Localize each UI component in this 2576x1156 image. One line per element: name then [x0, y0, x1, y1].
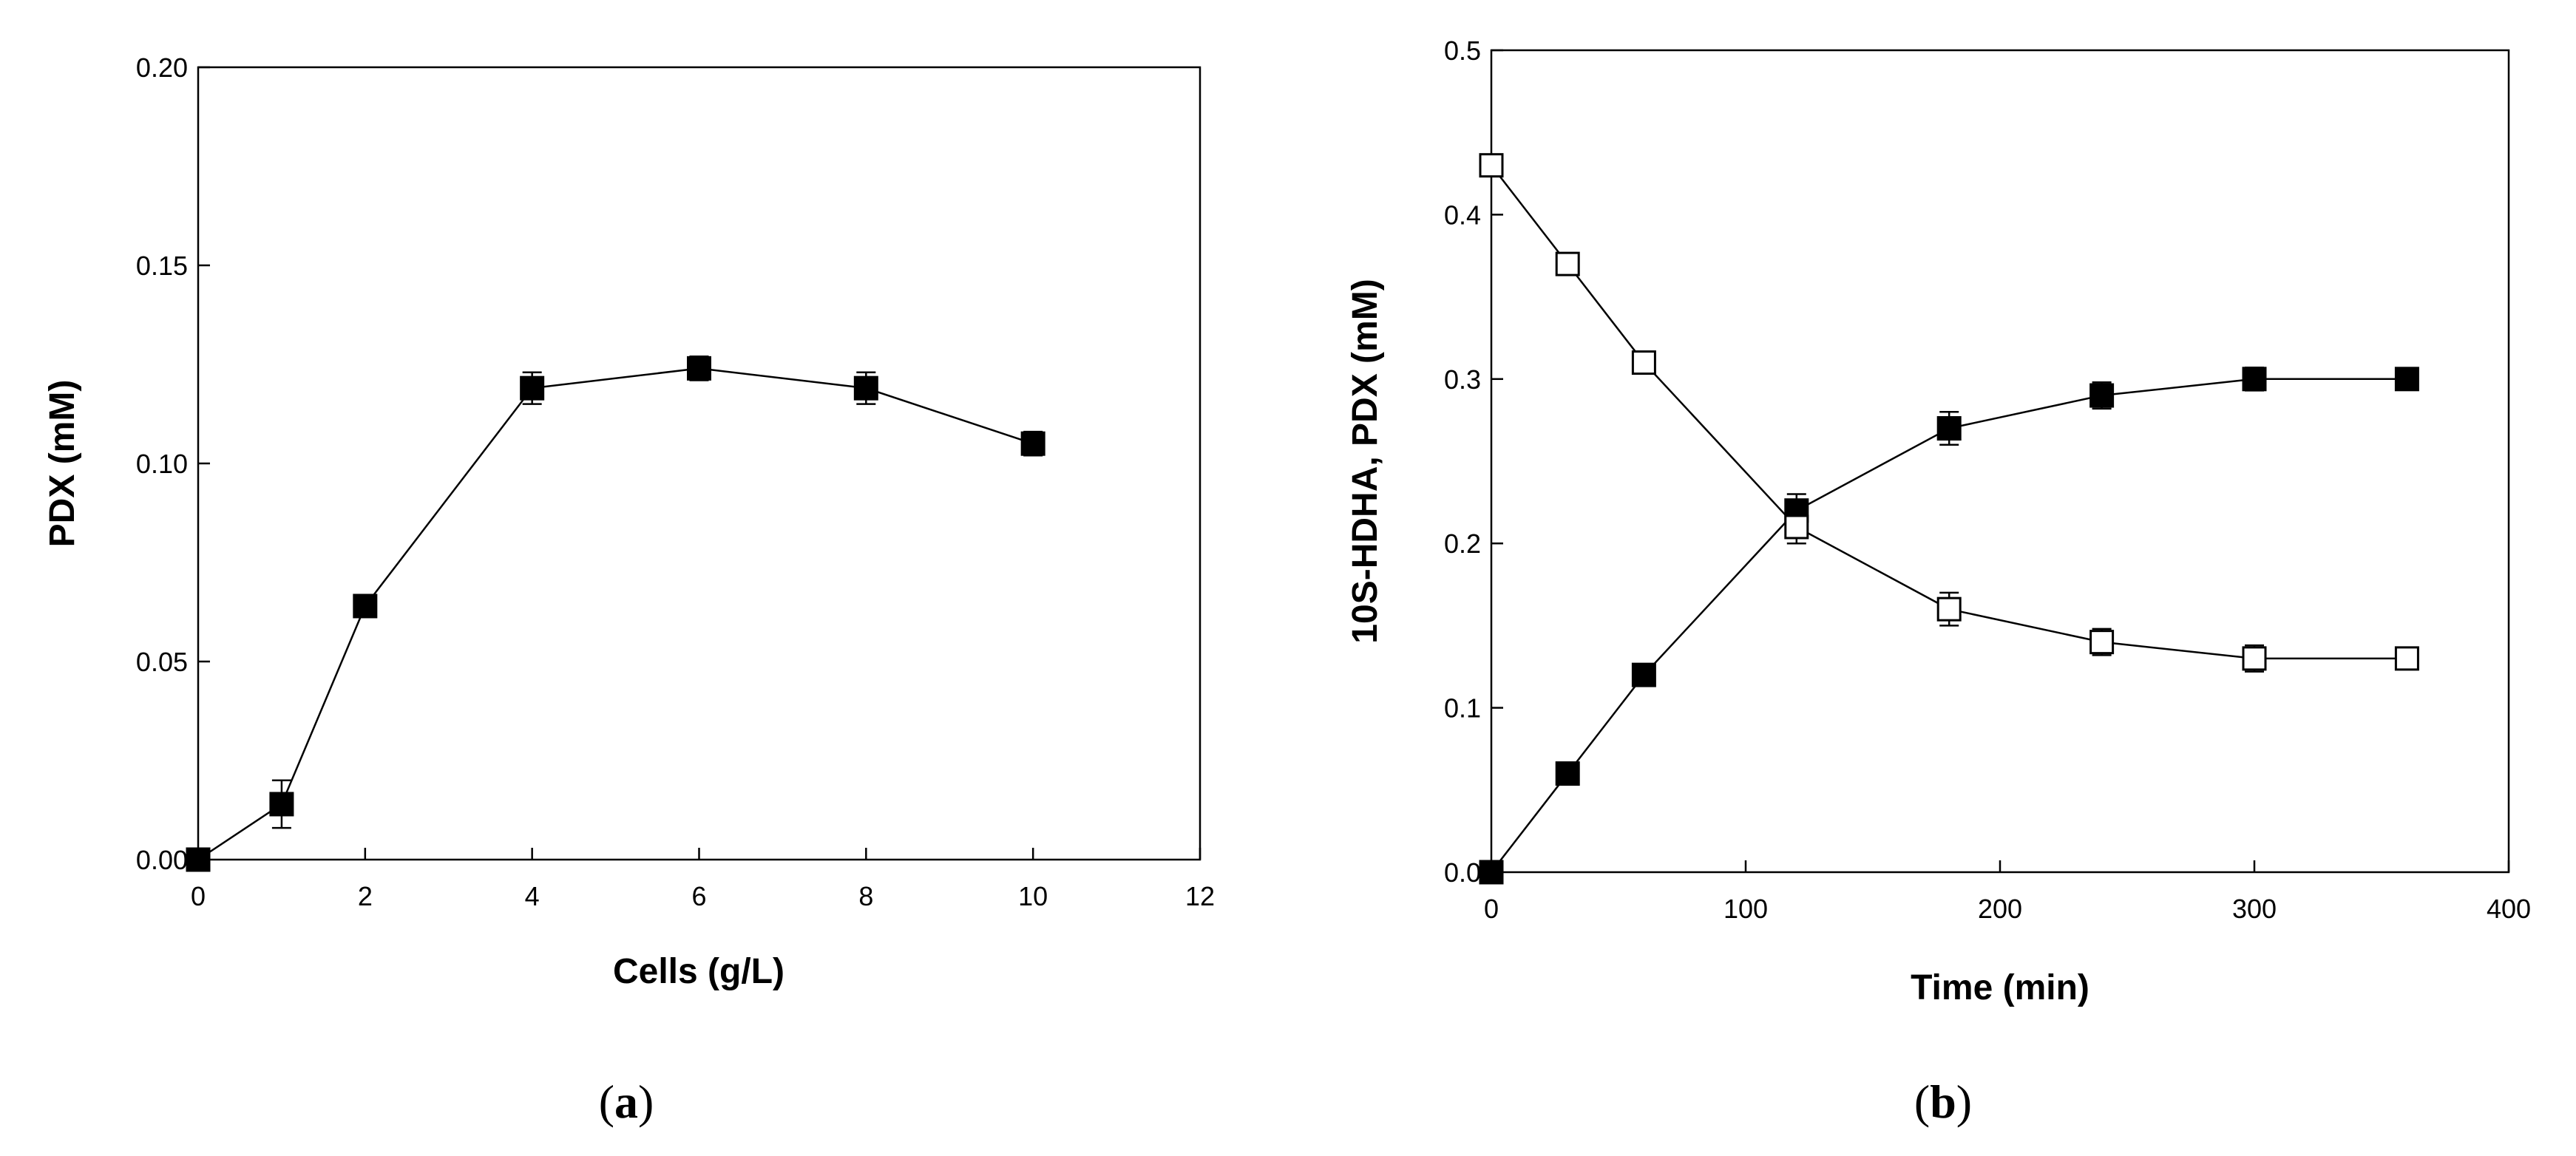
open-square-point-b [1936, 596, 1962, 622]
x-tick-label-a: 12 [1185, 881, 1215, 911]
marks-a [186, 356, 1045, 872]
panel-letter-a: a [614, 1075, 638, 1128]
filled-square-point-b [1479, 860, 1504, 885]
filled-square-point-b [2089, 383, 2115, 408]
x-tick-label-b: 100 [1723, 894, 1768, 924]
x-tick-label-a: 8 [858, 881, 873, 911]
y-tick-label-a: 0.05 [136, 647, 188, 677]
chart-panel-a: 0 2 4 6 8 10 12 0.00 0.05 0.10 0.15 0.20 Cells (g/L… [43, 52, 1215, 1128]
open-square-point-b [2242, 646, 2267, 671]
open-square-point-b [1479, 153, 1504, 178]
y-tick-label-b: 0.3 [1444, 364, 1481, 395]
open-square-point-b [1631, 350, 1656, 375]
x-axis-label-b: Time (min) [1911, 968, 2089, 1007]
open-square-point-b [1784, 514, 1809, 540]
filled-square-point-b [1631, 662, 1656, 687]
open-square-point-b [2089, 630, 2115, 655]
filled-square-point-a [269, 792, 294, 817]
open-square-point-b [2394, 646, 2419, 671]
x-tick-label-a: 2 [358, 881, 373, 911]
x-axis-label-a: Cells (g/L) [613, 952, 784, 991]
y-tick-label-a: 0.00 [136, 845, 188, 875]
y-tick-label-b: 0.0 [1444, 857, 1481, 888]
series-line-b-1 [1491, 164, 2407, 660]
ticks-a: 0 2 4 6 8 10 12 0.00 0.05 0.10 0.15 0.20 [136, 52, 1215, 911]
panel-label-b: (b) [1914, 1075, 1972, 1128]
y-tick-label-b: 0.4 [1444, 200, 1481, 230]
filled-square-point-b [1936, 416, 1962, 441]
x-tick-label-a: 6 [691, 881, 706, 911]
filled-square-point-a [853, 375, 878, 401]
series-line-b-0 [1491, 378, 2407, 873]
ticks-b: 0 100 200 300 400 0.0 0.1 0.2 0.3 0.4 0.5 [1444, 35, 2531, 924]
filled-square-point-a [353, 594, 378, 619]
y-axis-label-b: 10S-HDHA, PDX (mM) [1346, 279, 1385, 643]
y-tick-label-a: 0.15 [136, 251, 188, 281]
y-tick-label-a: 0.20 [136, 52, 188, 83]
marks-b [1479, 153, 2419, 885]
filled-square-point-b [2242, 367, 2267, 392]
y-tick-label-b: 0.2 [1444, 528, 1481, 559]
y-tick-label-b: 0.1 [1444, 693, 1481, 724]
x-tick-label-a: 4 [525, 881, 540, 911]
filled-square-point-a [687, 356, 711, 381]
x-tick-label-b: 300 [2232, 894, 2277, 924]
x-tick-label-a: 10 [1018, 881, 1048, 911]
x-tick-label-b: 200 [1978, 894, 2022, 924]
filled-square-point-b [2394, 367, 2419, 392]
filled-square-point-a [186, 847, 211, 872]
x-tick-label-b: 400 [2487, 894, 2531, 924]
panel-letter-b: b [1930, 1075, 1956, 1128]
series-line-a-0 [197, 367, 1034, 861]
x-tick-label-a: 0 [191, 881, 206, 911]
y-axis-label-a: PDX (mM) [43, 380, 82, 548]
panel-label-a: (a) [599, 1075, 654, 1128]
y-tick-label-a: 0.10 [136, 449, 188, 479]
y-tick-label-b: 0.5 [1444, 35, 1481, 66]
filled-square-point-a [520, 375, 545, 401]
chart-panel-b: 0 100 200 300 400 0.0 0.1 0.2 0.3 0.4 0.5 Time (mi… [1346, 35, 2531, 1128]
x-tick-label-b: 0 [1484, 894, 1499, 924]
filled-square-point-a [1020, 431, 1045, 456]
open-square-point-b [1555, 251, 1580, 276]
filled-square-point-b [1555, 761, 1580, 786]
plot-frame-a [197, 66, 1201, 861]
plot-frame-b [1490, 49, 2510, 874]
